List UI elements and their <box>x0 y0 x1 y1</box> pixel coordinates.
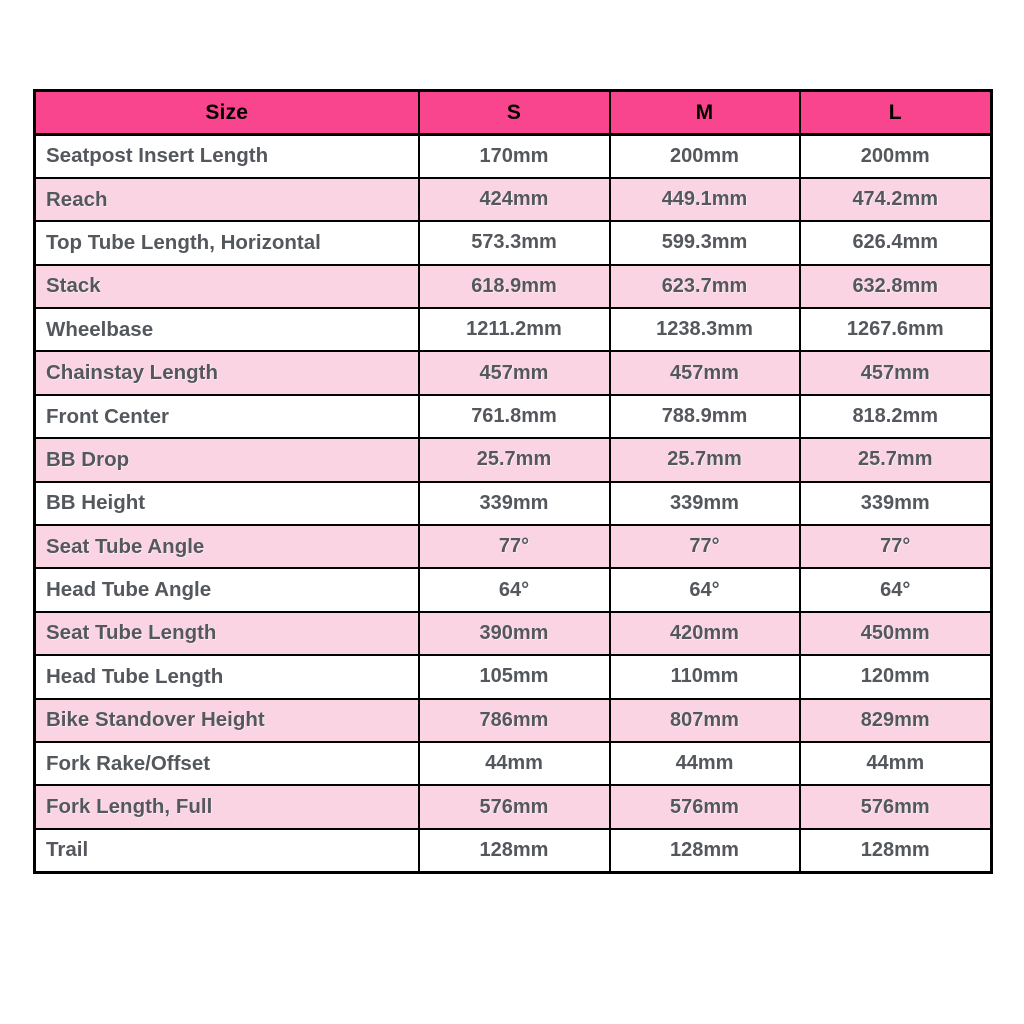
table-row: Top Tube Length, Horizontal 573.3mm 599.3m… <box>34 220 992 266</box>
column-header-size: Size <box>34 90 420 136</box>
table-row: Bike Standover Height 786mm 807mm 829mm <box>34 697 992 743</box>
cell-m: 44mm <box>608 740 801 787</box>
cell-s: 105mm <box>417 654 611 700</box>
cell-l: 829mm <box>798 697 992 743</box>
header-row: Size S M L <box>34 90 992 136</box>
cell-l: 44mm <box>798 740 992 787</box>
table-row: Stack 618.9mm 623.7mm 632.8mm <box>34 263 992 310</box>
row-label: BB Height <box>34 480 420 527</box>
cell-s: 1211.2mm <box>417 307 611 353</box>
cell-s: 25.7mm <box>417 437 611 483</box>
cell-l: 632.8mm <box>798 263 992 310</box>
cell-l: 25.7mm <box>798 437 992 483</box>
row-label: Reach <box>34 176 420 223</box>
cell-l: 339mm <box>798 480 992 527</box>
cell-l: 626.4mm <box>798 220 992 266</box>
cell-m: 128mm <box>608 827 801 873</box>
table-row: Reach 424mm 449.1mm 474.2mm <box>34 176 992 223</box>
cell-s: 77° <box>417 524 611 570</box>
table-row: BB Height 339mm 339mm 339mm <box>34 480 992 527</box>
cell-l: 77° <box>798 524 992 570</box>
table-body: Seatpost Insert Length 170mm 200mm 200mm Rea… <box>34 133 992 873</box>
cell-l: 576mm <box>798 784 992 830</box>
cell-m: 599.3mm <box>608 220 801 266</box>
row-label: Seat Tube Angle <box>34 524 420 570</box>
row-label: Fork Length, Full <box>34 784 420 830</box>
row-label: Top Tube Length, Horizontal <box>34 220 420 266</box>
row-label: Wheelbase <box>34 307 420 353</box>
row-label: Front Center <box>34 393 420 440</box>
cell-l: 200mm <box>798 133 992 179</box>
cell-s: 761.8mm <box>417 393 611 440</box>
row-label: Head Tube Length <box>34 654 420 700</box>
cell-l: 120mm <box>798 654 992 700</box>
cell-m: 25.7mm <box>608 437 801 483</box>
cell-s: 576mm <box>417 784 611 830</box>
cell-m: 457mm <box>608 350 801 396</box>
cell-s: 618.9mm <box>417 263 611 310</box>
table-row: Seat Tube Length 390mm 420mm 450mm <box>34 610 992 657</box>
column-header-s: S <box>417 90 611 136</box>
table-header: Size S M L <box>34 90 992 136</box>
cell-m: 788.9mm <box>608 393 801 440</box>
cell-s: 457mm <box>417 350 611 396</box>
cell-s: 573.3mm <box>417 220 611 266</box>
cell-s: 64° <box>417 567 611 613</box>
cell-l: 818.2mm <box>798 393 992 440</box>
cell-m: 339mm <box>608 480 801 527</box>
table-row: Head Tube Length 105mm 110mm 120mm <box>34 654 992 700</box>
cell-m: 110mm <box>608 654 801 700</box>
cell-m: 420mm <box>608 610 801 657</box>
cell-s: 128mm <box>417 827 611 873</box>
cell-l: 128mm <box>798 827 992 873</box>
cell-l: 450mm <box>798 610 992 657</box>
row-label: Seat Tube Length <box>34 610 420 657</box>
cell-s: 339mm <box>417 480 611 527</box>
row-label: Stack <box>34 263 420 310</box>
cell-s: 786mm <box>417 697 611 743</box>
table-row: Seatpost Insert Length 170mm 200mm 200mm <box>34 133 992 179</box>
table-row: Front Center 761.8mm 788.9mm 818.2mm <box>34 393 992 440</box>
cell-s: 424mm <box>417 176 611 223</box>
table-row: Seat Tube Angle 77° 77° 77° <box>34 524 992 570</box>
row-label: Fork Rake/Offset <box>34 740 420 787</box>
geometry-table-container: Size S M L Seatpost Insert Length 170mm 20… <box>33 89 993 874</box>
table-row: Chainstay Length 457mm 457mm 457mm <box>34 350 992 396</box>
cell-m: 576mm <box>608 784 801 830</box>
row-label: Chainstay Length <box>34 350 420 396</box>
row-label: Bike Standover Height <box>34 697 420 743</box>
row-label: Head Tube Angle <box>34 567 420 613</box>
table-row: Trail 128mm 128mm 128mm <box>34 827 992 873</box>
cell-m: 807mm <box>608 697 801 743</box>
column-header-m: M <box>608 90 801 136</box>
cell-m: 64° <box>608 567 801 613</box>
table-row: BB Drop 25.7mm 25.7mm 25.7mm <box>34 437 992 483</box>
cell-m: 77° <box>608 524 801 570</box>
cell-s: 44mm <box>417 740 611 787</box>
cell-s: 170mm <box>417 133 611 179</box>
cell-l: 1267.6mm <box>798 307 992 353</box>
cell-m: 200mm <box>608 133 801 179</box>
geometry-table: Size S M L Seatpost Insert Length 170mm 20… <box>33 89 993 874</box>
table-row: Fork Length, Full 576mm 576mm 576mm <box>34 784 992 830</box>
row-label: Seatpost Insert Length <box>34 133 420 179</box>
cell-l: 457mm <box>798 350 992 396</box>
row-label: Trail <box>34 827 420 873</box>
table-row: Head Tube Angle 64° 64° 64° <box>34 567 992 613</box>
table-row: Fork Rake/Offset 44mm 44mm 44mm <box>34 740 992 787</box>
column-header-l: L <box>798 90 992 136</box>
cell-m: 449.1mm <box>608 176 801 223</box>
table-row: Wheelbase 1211.2mm 1238.3mm 1267.6mm <box>34 307 992 353</box>
cell-m: 1238.3mm <box>608 307 801 353</box>
cell-l: 64° <box>798 567 992 613</box>
row-label: BB Drop <box>34 437 420 483</box>
cell-m: 623.7mm <box>608 263 801 310</box>
cell-l: 474.2mm <box>798 176 992 223</box>
cell-s: 390mm <box>417 610 611 657</box>
